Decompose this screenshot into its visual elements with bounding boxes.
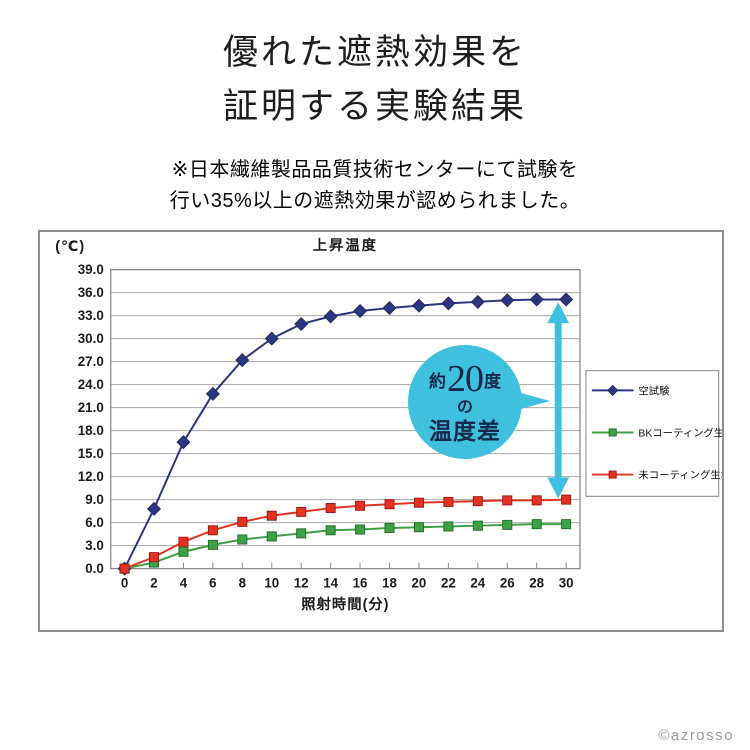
svg-text:4: 4 <box>180 575 188 590</box>
svg-text:(℃): (℃) <box>55 239 85 255</box>
annotation-number: 20 <box>447 357 484 400</box>
svg-text:3.0: 3.0 <box>85 538 104 553</box>
difference-arrow <box>547 302 570 499</box>
svg-text:6: 6 <box>209 575 216 590</box>
legend: 空試験 BKコーティング生地未コーティング生地 <box>585 370 722 497</box>
svg-text:上昇温度: 上昇温度 <box>313 236 378 254</box>
svg-text:26: 26 <box>500 575 515 590</box>
temperature-chart-svg: 0.0 3.0 6.0 9.0 12.0 15.0 18.0 21.0 24.0 27.0 30.0… <box>55 236 722 613</box>
svg-text:30: 30 <box>559 575 574 590</box>
temperature-chart: 0.0 3.0 6.0 9.0 12.0 15.0 18.0 21.0 24.0 27.0 30.0… <box>38 230 724 632</box>
svg-text:33.0: 33.0 <box>78 308 104 323</box>
svg-text:15.0: 15.0 <box>78 446 104 461</box>
svg-text:6.0: 6.0 <box>85 515 104 530</box>
svg-text:未コーティング生地: 未コーティング生地 <box>638 469 722 482</box>
svg-text:0.0: 0.0 <box>85 561 104 576</box>
page-title-line2: 証明する実験結果 <box>222 87 527 127</box>
svg-text:14: 14 <box>323 575 338 590</box>
page-title: 優れた遮熱効果を 証明する実験結果 <box>0 26 750 135</box>
svg-text:0: 0 <box>121 575 128 590</box>
chart-title: 上昇温度 <box>313 236 378 254</box>
note-line1: ※日本繊維製品品質技術センターにて試験を <box>171 158 579 181</box>
y-axis-labels: 0.0 3.0 6.0 9.0 12.0 15.0 18.0 21.0 24.0 27.0 30.0… <box>78 262 104 576</box>
svg-text:18.0: 18.0 <box>78 423 104 438</box>
annotation-bottom: 温度差 <box>429 417 501 444</box>
svg-text:36.0: 36.0 <box>78 285 104 300</box>
svg-text:照射時間(分): 照射時間(分) <box>301 595 389 613</box>
svg-text:18: 18 <box>382 575 397 590</box>
annotation-line1: 約20度 <box>429 360 501 398</box>
series-bk-coated-fabric <box>119 519 572 574</box>
svg-text:20: 20 <box>412 575 427 590</box>
svg-text:12: 12 <box>294 575 309 590</box>
copyright-label: ©azrosso <box>658 727 734 744</box>
svg-text:8: 8 <box>239 575 247 590</box>
annotation-middle: の <box>456 398 473 416</box>
svg-text:9.0: 9.0 <box>85 492 104 507</box>
plot-border <box>110 268 581 570</box>
svg-text:16: 16 <box>353 575 368 590</box>
svg-text:12.0: 12.0 <box>78 469 104 484</box>
x-axis-labels: 0 2 4 6 8 10 12 14 16 18 20 22 24 26 28 30 <box>121 562 574 590</box>
series-uncoated-fabric <box>119 494 572 574</box>
svg-text:10: 10 <box>264 575 279 590</box>
svg-text:28: 28 <box>529 575 544 590</box>
note-line2: 行い35%以上の遮熱効果が認められました。 <box>169 189 581 212</box>
x-axis-title: 照射時間(分) <box>301 595 389 613</box>
annotation-suffix: 度 <box>484 371 501 391</box>
svg-text:27.0: 27.0 <box>78 354 104 369</box>
svg-text:24.0: 24.0 <box>78 377 104 392</box>
y-axis-unit: (℃) <box>55 239 85 255</box>
svg-text:BKコーティング生地: BKコーティング生地 <box>638 426 722 439</box>
svg-text:21.0: 21.0 <box>78 400 104 415</box>
annotation-prefix: 約 <box>429 371 446 391</box>
svg-text:2: 2 <box>150 575 157 590</box>
series-blank-test <box>117 292 574 576</box>
temperature-difference-annotation: 約20度 の 温度差 <box>408 345 522 459</box>
svg-text:39.0: 39.0 <box>78 262 104 277</box>
svg-text:30.0: 30.0 <box>78 331 104 346</box>
page-title-line1: 優れた遮熱効果を <box>222 33 527 72</box>
svg-text:空試験: 空試験 <box>638 384 670 397</box>
certification-note: ※日本繊維製品品質技術センターにて試験を 行い35%以上の遮熱効果が認められまし… <box>0 155 750 217</box>
svg-text:24: 24 <box>470 575 485 590</box>
svg-text:22: 22 <box>441 575 456 590</box>
